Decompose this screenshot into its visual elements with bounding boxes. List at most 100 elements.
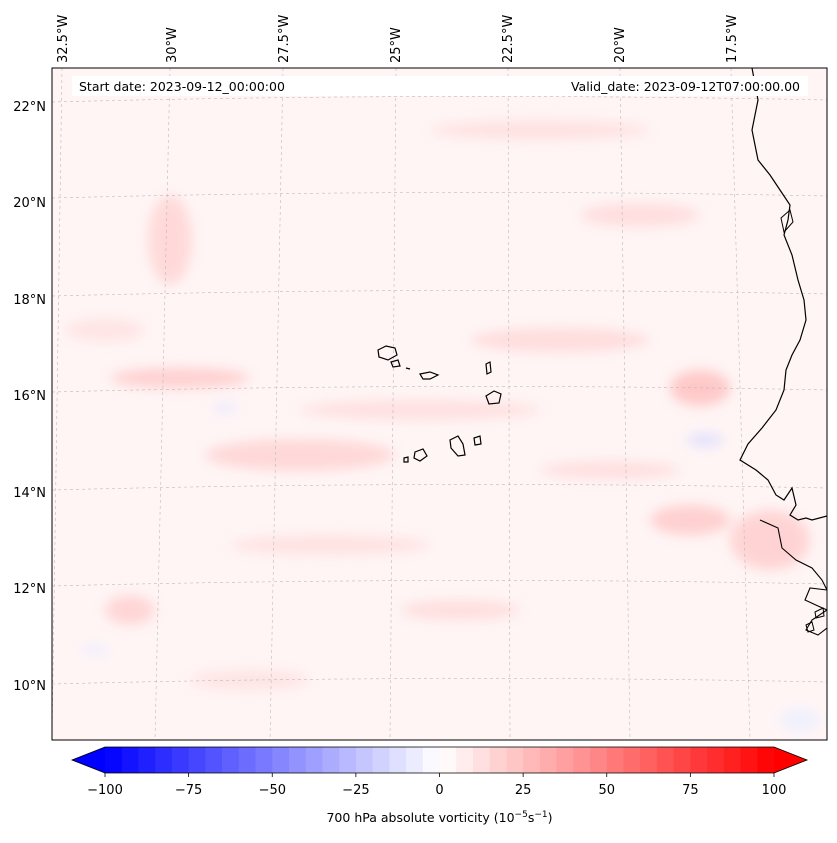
colorbar-segment xyxy=(556,747,574,773)
colorbar-segment xyxy=(355,747,374,773)
vorticity-blob-negative xyxy=(213,403,237,413)
vorticity-blob-negative xyxy=(81,645,109,655)
colorbar-segment xyxy=(640,747,658,773)
longitude-labels: 32.5°W 30°W 27.5°W 25°W 22.5°W 20°W 17.5… xyxy=(56,15,740,63)
valid-date-label: Valid_date: 2023-09-12T07:00:00.00 xyxy=(571,79,800,94)
lat-label: 14°N xyxy=(13,486,46,501)
colorbar-segment xyxy=(406,747,424,773)
colorbar-segment xyxy=(155,747,173,773)
bissagos-island xyxy=(814,607,825,619)
vorticity-blob xyxy=(470,328,650,352)
bissagos-island xyxy=(805,621,815,633)
parallel-line xyxy=(52,290,827,297)
graticule xyxy=(52,68,827,740)
island-maio xyxy=(473,435,482,446)
meridian-line xyxy=(154,68,171,740)
island-fogo xyxy=(413,448,428,462)
colorbar-segment xyxy=(322,747,340,773)
lat-label: 20°N xyxy=(13,196,46,211)
lon-label: 17.5°W xyxy=(725,15,740,63)
lon-label: 25°W xyxy=(389,27,404,63)
colorbar-segment xyxy=(372,747,390,773)
colorbar-segment xyxy=(456,747,474,773)
date-annotation-box xyxy=(72,76,808,96)
colorbar-segment xyxy=(623,747,641,773)
colorbar-tick-label: 0 xyxy=(435,783,443,798)
colorbar-segment xyxy=(138,747,156,773)
vorticity-field xyxy=(52,68,827,740)
meridian-line xyxy=(389,68,397,740)
vorticity-blob xyxy=(148,195,192,285)
vorticity-blob xyxy=(430,120,650,140)
vorticity-blob xyxy=(110,368,250,388)
guinea-coastline xyxy=(759,519,827,636)
colorbar-segment xyxy=(188,747,206,773)
colorbar-segments xyxy=(105,747,775,773)
colorbar-segment xyxy=(489,747,507,773)
meridian-line xyxy=(269,68,284,740)
parallel-line xyxy=(52,96,827,103)
meridian-line xyxy=(52,68,63,740)
colorbar-tick-label: 100 xyxy=(762,783,787,798)
parallel-line xyxy=(52,678,827,685)
vorticity-blob xyxy=(230,535,430,555)
lon-label: 22.5°W xyxy=(501,15,516,63)
colorbar-segment xyxy=(740,747,758,773)
colorbar-segment xyxy=(439,747,457,773)
colorbar-segment xyxy=(171,747,190,773)
island-brava xyxy=(403,456,409,463)
vorticity-blob xyxy=(650,505,730,535)
lat-label: 18°N xyxy=(13,293,46,308)
island-boa-vista xyxy=(485,390,502,405)
africa-coastline xyxy=(739,68,827,521)
coastal-inlet xyxy=(780,209,794,234)
colorbar-segment xyxy=(339,747,357,773)
colorbar-segment xyxy=(472,747,491,773)
parallel-line xyxy=(52,192,827,199)
colorbar-segment xyxy=(590,747,608,773)
lat-label: 16°N xyxy=(13,389,46,404)
colorbar-tick-label: −75 xyxy=(175,783,202,798)
map-panel: Start date: 2023-09-12_00:00:00 Valid_da… xyxy=(51,67,828,741)
colorbar-segment xyxy=(723,747,741,773)
colorbar-segment xyxy=(539,747,557,773)
colorbar-tick-label: −25 xyxy=(342,783,369,798)
colorbar-segment xyxy=(121,747,139,773)
island-sal xyxy=(485,361,492,375)
colorbar-segment xyxy=(707,747,725,773)
lon-label: 20°W xyxy=(613,27,628,63)
lon-label: 27.5°W xyxy=(277,15,292,63)
colorbar-segment xyxy=(422,747,440,773)
latitude-labels: 22°N 20°N 18°N 16°N 14°N 12°N 10°N xyxy=(13,100,46,694)
island-santo-antao xyxy=(377,345,398,361)
colorbar-tick-label: 75 xyxy=(682,783,699,798)
colorbar-segment xyxy=(673,747,691,773)
colorbar-segment xyxy=(523,747,541,773)
vorticity-blob xyxy=(205,439,395,471)
colorbar-segment xyxy=(255,747,273,773)
colorbar-segment xyxy=(305,747,323,773)
lat-label: 10°N xyxy=(13,679,46,694)
colorbar-segment xyxy=(272,747,290,773)
lon-label: 30°W xyxy=(165,27,180,63)
vorticity-blob xyxy=(65,318,145,342)
start-date-label: Start date: 2023-09-12_00:00:00 xyxy=(79,79,285,94)
meridian-line xyxy=(507,68,511,740)
vorticity-blob xyxy=(300,400,540,420)
colorbar-segment xyxy=(288,747,307,773)
colorbar-segment xyxy=(238,747,256,773)
colorbar-segment xyxy=(573,747,591,773)
colorbar: −100 −75 −50 −25 0 25 50 75 100 700 hPa … xyxy=(70,746,809,825)
vorticity-blob xyxy=(105,595,155,625)
vorticity-blob xyxy=(540,461,680,479)
colorbar-tick-labels: −100 −75 −50 −25 0 25 50 75 100 xyxy=(87,783,786,798)
colorbar-segment xyxy=(606,747,624,773)
colorbar-segment xyxy=(389,747,407,773)
island-santa-luzia xyxy=(405,367,411,370)
colorbar-tick-label: −100 xyxy=(87,783,123,798)
colorbar-extend-min xyxy=(72,747,105,773)
colorbar-segment xyxy=(656,747,675,773)
vorticity-blob-negative xyxy=(687,434,723,446)
island-sao-nicolau xyxy=(419,371,440,380)
